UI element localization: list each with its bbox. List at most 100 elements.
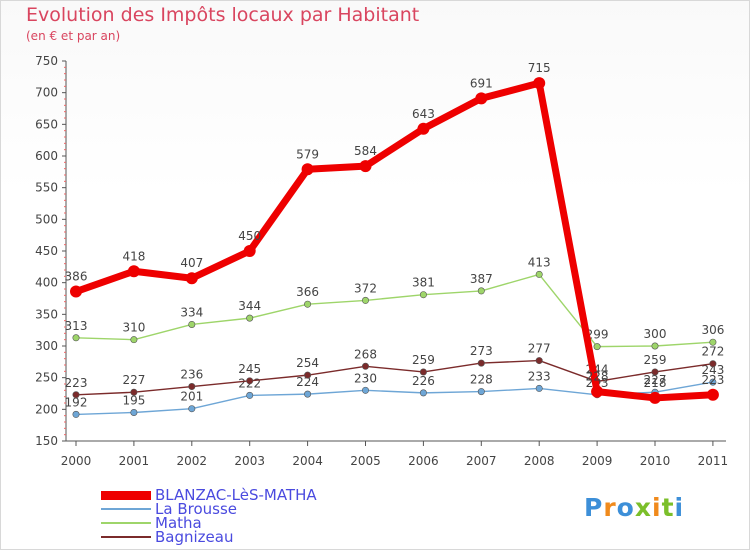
data-label: 224: [296, 375, 319, 389]
data-point: [709, 378, 717, 386]
data-point: [359, 160, 372, 173]
data-label: 450: [238, 229, 261, 243]
y-tick-label: 650: [35, 117, 58, 131]
data-label: 230: [354, 371, 377, 385]
data-label: 254: [296, 356, 319, 370]
x-tick-label: 2000: [61, 454, 92, 468]
data-point: [361, 362, 369, 370]
logo-letter: o: [616, 493, 635, 522]
y-tick-label: 550: [35, 181, 58, 195]
data-label: 227: [122, 373, 145, 387]
chart-subtitle: (en € et par an): [26, 29, 121, 43]
data-label: 299: [586, 328, 609, 342]
data-point: [70, 285, 82, 298]
data-label: 715: [528, 61, 551, 75]
x-tick-label: 2007: [466, 454, 497, 468]
legend-label: Matha: [155, 514, 202, 532]
data-label: 243: [701, 363, 724, 377]
y-tick-label: 750: [35, 54, 58, 68]
chart-title: Evolution des Impôts locaux par Habitant: [26, 4, 420, 26]
data-point: [361, 296, 369, 304]
data-label: 201: [180, 390, 203, 404]
x-tick-label: 2008: [524, 454, 555, 468]
data-point: [188, 320, 196, 328]
data-point: [130, 408, 138, 416]
data-point: [246, 314, 254, 322]
data-point: [301, 163, 314, 176]
data-point: [185, 272, 198, 285]
data-point: [304, 390, 312, 398]
data-label: 643: [412, 107, 435, 121]
data-point: [188, 405, 196, 413]
data-point: [304, 300, 312, 308]
data-label: 300: [644, 327, 667, 341]
legend-item-matha: Matha: [101, 514, 202, 532]
data-label: 344: [238, 299, 261, 313]
y-tick-label: 700: [35, 86, 58, 100]
x-tick-label: 2001: [119, 454, 150, 468]
data-point: [475, 92, 488, 105]
x-tick-label: 2006: [408, 454, 439, 468]
data-label: 245: [238, 362, 261, 376]
x-tick-label: 2005: [350, 454, 381, 468]
x-tick-label: 2010: [640, 454, 671, 468]
data-point: [477, 359, 485, 367]
data-label: 386: [65, 270, 88, 284]
data-label: 277: [528, 342, 551, 356]
data-label: 228: [470, 373, 493, 387]
data-label: 313: [65, 319, 88, 333]
data-label: 418: [122, 249, 145, 263]
series-line: [75, 273, 714, 348]
series-line: [75, 381, 714, 416]
legend-label: Bagnizeau: [155, 528, 234, 546]
data-label: 407: [180, 256, 203, 270]
data-point: [477, 287, 485, 295]
data-point: [477, 388, 485, 396]
data-point: [361, 386, 369, 394]
data-point: [535, 270, 543, 278]
data-label: 584: [354, 144, 377, 158]
data-label: 273: [470, 344, 493, 358]
data-label: 413: [528, 255, 551, 269]
data-label: 228: [586, 370, 609, 384]
legend-swatch: [101, 490, 151, 500]
data-point: [591, 385, 604, 398]
y-tick-label: 200: [35, 402, 58, 416]
logo-letter: t: [661, 493, 675, 522]
data-label: 192: [65, 395, 88, 409]
data-point: [243, 245, 256, 257]
data-point: [535, 384, 543, 392]
data-label: 366: [296, 285, 319, 299]
data-label: 306: [701, 323, 724, 337]
data-point: [246, 391, 254, 399]
series-line: [72, 79, 717, 402]
data-point: [72, 391, 80, 399]
x-tick-label: 2002: [177, 454, 208, 468]
data-point: [127, 265, 140, 278]
data-point: [651, 368, 659, 376]
y-tick-label: 350: [35, 307, 58, 321]
legend-swatch: [101, 508, 151, 510]
legend-swatch: [101, 536, 151, 538]
logo-letter: r: [603, 493, 617, 522]
legend-item-blanzac: BLANZAC-LèS-MATHA: [101, 488, 317, 503]
data-label: 227: [644, 373, 667, 387]
y-tick-label: 500: [35, 212, 58, 226]
y-tick-label: 400: [35, 276, 58, 290]
data-point: [709, 338, 717, 346]
logo-letter: i: [674, 493, 685, 522]
data-label: 381: [412, 276, 435, 290]
data-point: [72, 410, 80, 418]
x-tick-label: 2003: [234, 454, 265, 468]
data-point: [651, 342, 659, 350]
data-point: [535, 357, 543, 365]
data-point: [419, 389, 427, 397]
data-point: [709, 360, 717, 368]
data-point: [130, 388, 138, 396]
data-label: 195: [122, 394, 145, 408]
data-label: 226: [412, 374, 435, 388]
data-point: [304, 371, 312, 379]
data-point: [417, 122, 430, 135]
data-point: [130, 336, 138, 344]
